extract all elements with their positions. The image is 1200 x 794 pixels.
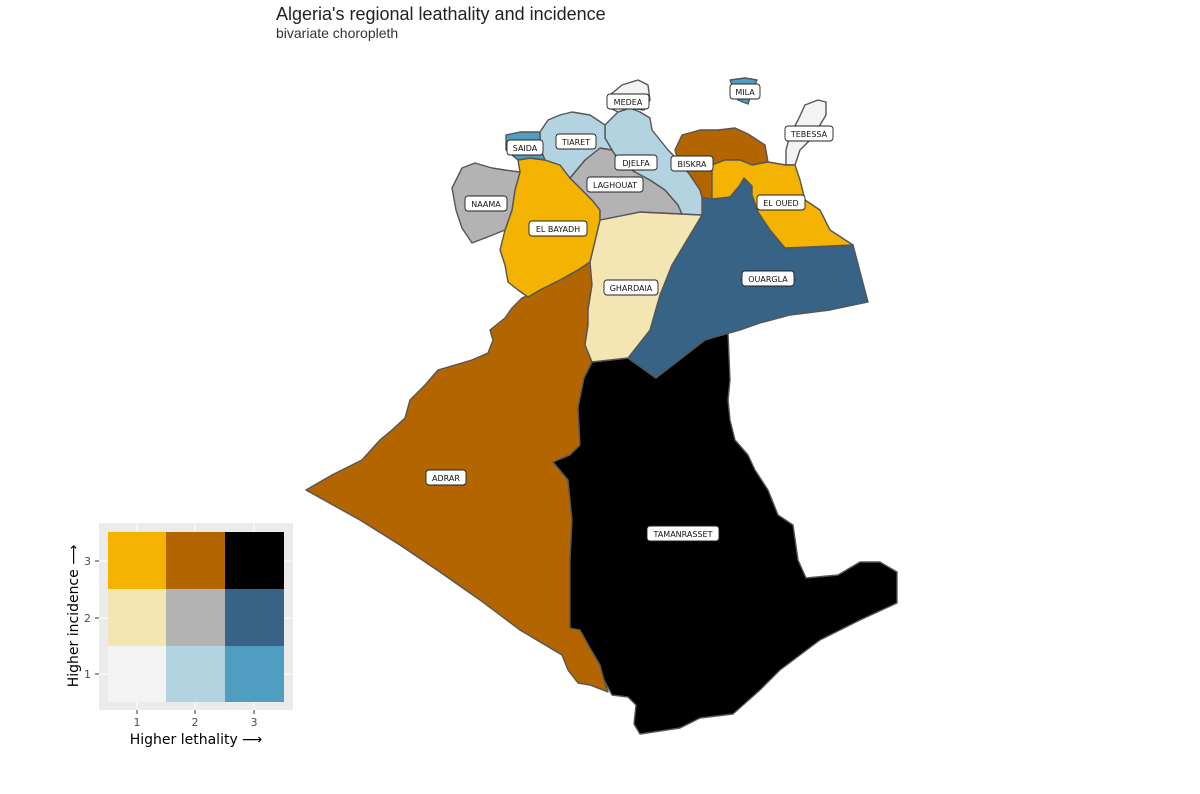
label-saida: SAIDA <box>506 139 544 156</box>
bivariate-legend: 1 2 3 3 2 1 Higher lethality ⟶ Higher in… <box>66 523 293 748</box>
legend-tick-marks <box>95 560 255 714</box>
legend-tile-3-3 <box>225 532 284 589</box>
svg-text:NAAMA: NAAMA <box>471 200 501 209</box>
legend-xtick-2: 2 <box>192 716 199 729</box>
label-ouargla: OUARGLA <box>741 270 795 287</box>
svg-text:BISKRA: BISKRA <box>678 160 707 169</box>
label-naama: NAAMA <box>464 195 508 212</box>
label-medea: MEDEA <box>606 93 650 110</box>
label-ghardaia: GHARDAIA <box>603 279 659 296</box>
legend-x-axis-title: Higher lethality ⟶ <box>130 732 263 748</box>
legend-tile-3-2 <box>225 589 284 646</box>
label-el-bayadh: EL BAYADH <box>528 220 588 237</box>
label-tamanrasset: TAMANRASSET <box>646 525 720 542</box>
label-mila: MILA <box>729 83 761 100</box>
label-el-oued: EL OUED <box>756 194 806 211</box>
region-layer <box>305 77 898 735</box>
svg-text:EL BAYADH: EL BAYADH <box>536 225 580 234</box>
svg-text:TEBESSA: TEBESSA <box>790 130 828 139</box>
legend-tile-2-3 <box>166 532 225 589</box>
svg-text:GHARDAIA: GHARDAIA <box>610 284 653 293</box>
svg-text:ADRAR: ADRAR <box>432 474 460 483</box>
label-biskra: BISKRA <box>670 155 714 172</box>
chart-subtitle: bivariate choropleth <box>276 25 399 41</box>
legend-ytick-3: 3 <box>84 555 91 568</box>
label-tebessa: TEBESSA <box>784 125 834 142</box>
label-adrar: ADRAR <box>425 469 467 486</box>
legend-ytick-1: 1 <box>84 668 91 681</box>
legend-y-axis-title: Higher incidence ⟶ <box>66 545 82 688</box>
region-tamanrasset[interactable] <box>552 332 898 735</box>
svg-text:SAIDA: SAIDA <box>513 144 538 153</box>
region-label-layer: ADRAR TAMANRASSET OUARGLA GHARDAIA EL BA… <box>425 83 834 542</box>
svg-text:EL OUED: EL OUED <box>763 199 798 208</box>
legend-tile-2-2 <box>166 589 225 646</box>
legend-tile-1-2 <box>108 589 167 646</box>
legend-tile-1-1 <box>108 646 167 702</box>
svg-text:MEDEA: MEDEA <box>614 98 643 107</box>
legend-tiles <box>108 532 284 702</box>
svg-text:LAGHOUAT: LAGHOUAT <box>593 181 637 190</box>
svg-text:TIARET: TIARET <box>561 138 590 147</box>
label-laghouat: LAGHOUAT <box>586 176 644 193</box>
svg-text:DJELFA: DJELFA <box>622 159 650 168</box>
legend-xtick-3: 3 <box>251 716 258 729</box>
label-tiaret: TIARET <box>555 133 597 150</box>
label-djelfa: DJELFA <box>614 154 658 171</box>
svg-text:OUARGLA: OUARGLA <box>748 275 788 284</box>
svg-text:MILA: MILA <box>735 88 755 97</box>
chart-title: Algeria's regional leathality and incide… <box>276 4 606 24</box>
legend-tile-1-3 <box>108 532 167 589</box>
legend-xtick-1: 1 <box>134 716 141 729</box>
svg-text:TAMANRASSET: TAMANRASSET <box>653 530 713 539</box>
legend-tile-2-1 <box>166 646 225 702</box>
legend-tile-3-1 <box>225 646 284 702</box>
legend-ytick-2: 2 <box>84 612 91 625</box>
